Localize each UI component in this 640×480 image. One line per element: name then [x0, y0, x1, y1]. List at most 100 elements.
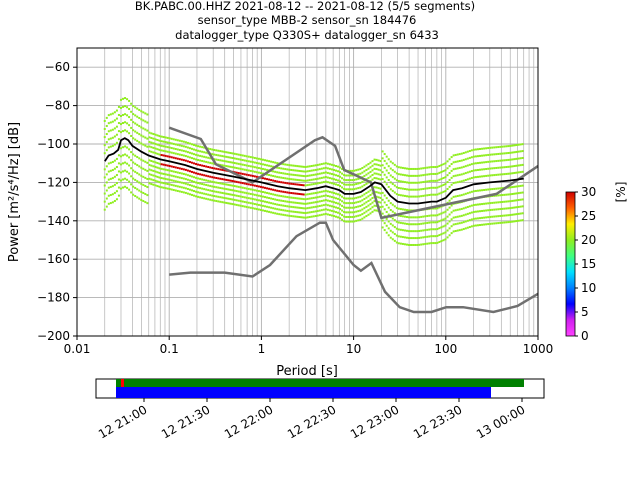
- histogram-cell: [476, 203, 479, 206]
- histogram-cell: [140, 174, 143, 177]
- histogram-cell: [458, 194, 461, 197]
- histogram-cell: [294, 192, 297, 195]
- histogram-cell: [499, 145, 502, 148]
- histogram-cell: [278, 199, 281, 202]
- histogram-cell: [430, 186, 433, 189]
- histogram-cell: [270, 165, 273, 168]
- histogram-cell: [300, 179, 303, 182]
- histogram-cell: [397, 235, 400, 238]
- histogram-cell: [174, 138, 177, 141]
- histogram-cell: [355, 215, 358, 218]
- histogram-cell: [330, 182, 333, 185]
- histogram-cell: [288, 168, 291, 171]
- histogram-cell: [111, 144, 114, 147]
- histogram-cell: [521, 156, 524, 159]
- histogram-cell: [312, 173, 315, 176]
- histogram-cell: [479, 175, 482, 178]
- histogram-cell: [505, 172, 508, 175]
- histogram-cell: [119, 179, 122, 182]
- histogram-cell: [174, 152, 177, 155]
- histogram-cell: [225, 151, 228, 154]
- histogram-cell: [359, 172, 362, 175]
- histogram-cell: [393, 232, 396, 235]
- histogram-cell: [460, 180, 463, 183]
- histogram-cell: [197, 172, 200, 175]
- histogram-cell: [420, 195, 423, 198]
- histogram-cell: [193, 185, 196, 188]
- histogram-cell: [103, 119, 106, 122]
- histogram-cell: [195, 186, 198, 189]
- histogram-cell: [487, 153, 490, 156]
- histogram-cell: [324, 162, 327, 165]
- histogram-cell: [263, 200, 266, 203]
- histogram-cell: [497, 159, 500, 162]
- histogram-cell: [270, 160, 273, 163]
- histogram-cell: [225, 165, 228, 168]
- histogram-cell: [399, 242, 402, 245]
- histogram-cell: [178, 139, 181, 142]
- histogram-cell: [259, 190, 262, 193]
- histogram-cell: [462, 172, 465, 175]
- histogram-cell: [422, 167, 425, 170]
- histogram-cell: [424, 222, 427, 225]
- histogram-cell: [172, 179, 175, 182]
- histogram-cell: [314, 205, 317, 208]
- histogram-cell: [197, 177, 200, 180]
- histogram-cell: [440, 212, 443, 215]
- histogram-cell: [180, 154, 183, 157]
- histogram-cell: [109, 137, 112, 140]
- histogram-cell: [294, 215, 297, 218]
- histogram-cell: [130, 175, 133, 178]
- histogram-cell: [412, 188, 415, 191]
- histogram-cell: [156, 139, 159, 142]
- histogram-cell: [103, 208, 106, 211]
- histogram-cell: [261, 204, 264, 207]
- histogram-cell: [353, 215, 356, 218]
- histogram-cell: [316, 210, 319, 213]
- histogram-cell: [418, 188, 421, 191]
- histogram-cell: [203, 183, 206, 186]
- histogram-cell: [316, 200, 319, 203]
- plot-background: [77, 48, 538, 336]
- histogram-cell: [422, 229, 425, 232]
- histogram-cell: [288, 210, 291, 213]
- histogram-cell: [197, 159, 200, 162]
- histogram-cell: [324, 203, 327, 206]
- histogram-cell: [509, 200, 512, 203]
- histogram-cell: [160, 181, 163, 184]
- histogram-cell: [166, 182, 169, 185]
- histogram-cell: [509, 172, 512, 175]
- histogram-cell: [302, 216, 305, 219]
- histogram-cell: [334, 215, 337, 218]
- histogram-cell: [491, 201, 494, 204]
- histogram-cell: [495, 153, 498, 156]
- histogram-cell: [371, 210, 374, 213]
- histogram-cell: [414, 243, 417, 246]
- histogram-cell: [199, 164, 202, 167]
- histogram-cell: [479, 217, 482, 220]
- histogram-cell: [142, 127, 145, 130]
- histogram-cell: [485, 202, 488, 205]
- histogram-cell: [209, 184, 212, 187]
- histogram-cell: [426, 173, 429, 176]
- histogram-cell: [174, 166, 177, 169]
- histogram-cell: [140, 110, 143, 113]
- histogram-cell: [247, 155, 250, 158]
- histogram-cell: [399, 228, 402, 231]
- colorbar-tick-label: 0: [581, 329, 589, 343]
- histogram-cell: [126, 178, 129, 181]
- histogram-cell: [154, 170, 157, 173]
- histogram-cell: [326, 190, 329, 193]
- histogram-cell: [119, 187, 122, 190]
- histogram-cell: [373, 200, 376, 203]
- histogram-cell: [193, 176, 196, 179]
- histogram-cell: [414, 181, 417, 184]
- histogram-cell: [282, 209, 285, 212]
- histogram-cell: [424, 166, 427, 169]
- histogram-cell: [298, 183, 301, 186]
- histogram-cell: [103, 128, 106, 131]
- histogram-cell: [456, 222, 459, 225]
- histogram-cell: [499, 152, 502, 155]
- histogram-cell: [138, 181, 141, 184]
- histogram-cell: [150, 178, 153, 181]
